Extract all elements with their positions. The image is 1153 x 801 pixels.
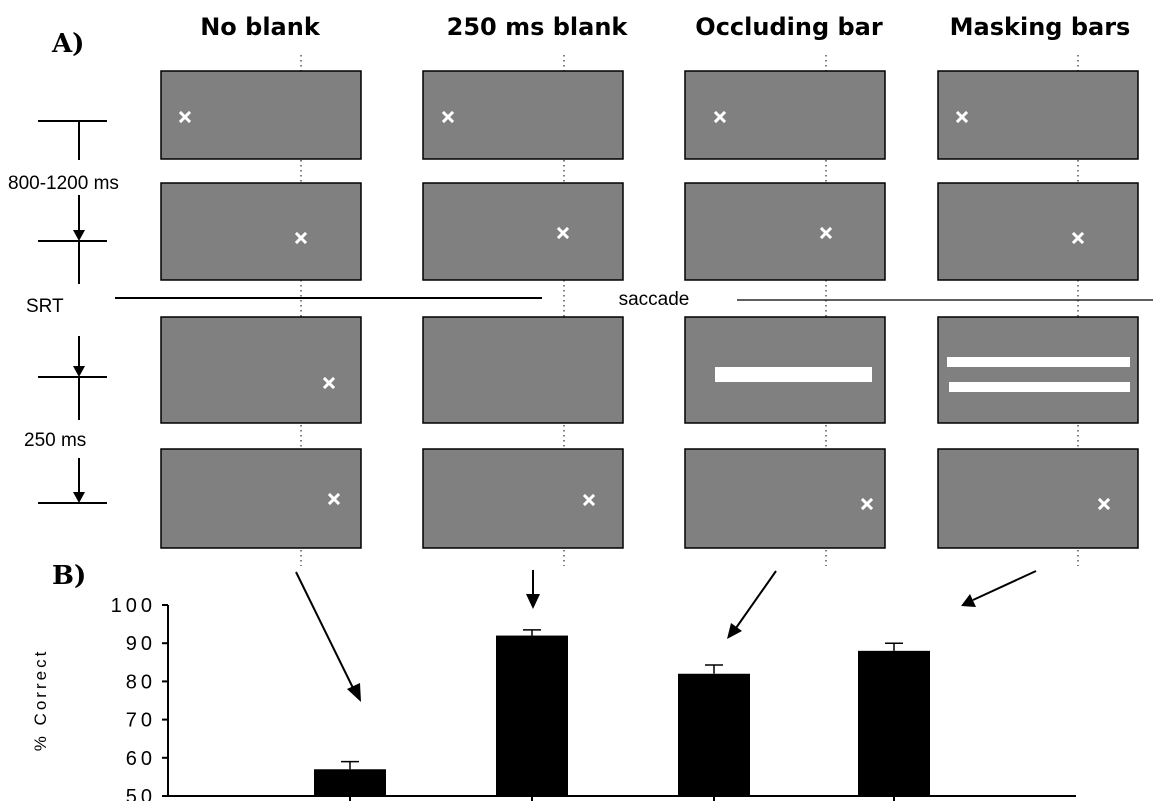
target-crosses [178,110,1111,511]
screen [160,316,362,424]
screen [937,182,1139,281]
screen [160,70,362,160]
target-cross-icon [294,231,308,245]
bar-occluding-bar [678,673,750,796]
y-tick-label: 50 [126,786,156,801]
arrow-icon [347,683,361,702]
screen [422,70,624,160]
target-cross-icon [713,110,727,124]
y-tick-label: 90 [126,633,156,655]
y-axis-label: % Correct [31,649,50,752]
arrow-icon [961,594,976,607]
column-header-no-blank: No blank [200,13,321,41]
screen [937,448,1139,549]
arrow-down-icon [73,366,85,377]
connector-arrow-line [295,571,355,691]
panel-a-label: A) [51,29,84,59]
bars [314,629,930,796]
target-cross-icon [327,492,341,506]
target-cross-icon [860,497,874,511]
screen [937,316,1139,424]
y-tick-label: 60 [126,748,156,770]
screen [160,448,362,549]
arrow-down-icon [73,492,85,503]
screen [422,448,624,549]
arrow-down-icon [526,594,540,609]
bar-masking-bars [858,650,930,796]
screen [684,182,886,281]
panel-b-label: B) [52,561,86,591]
screen [160,182,362,281]
interval-label-fixation: 800-1200 ms [8,173,119,194]
interval-label-post-saccade: 250 ms [24,430,86,451]
target-cross-icon [178,110,192,124]
target-cross-icon [819,226,833,240]
screen [937,70,1139,160]
masking-bar-bottom [949,382,1130,392]
target-cross-icon [1071,231,1085,245]
screen [422,182,624,281]
target-cross-icon [556,226,570,240]
connector-arrow-line [735,570,777,629]
arrow-icon [727,623,742,639]
target-cross-icon [955,110,969,124]
srt-label: SRT [26,296,64,317]
screen [684,448,886,549]
accuracy-bar-chart: % Correct 50 60 70 80 90 100 [31,595,1076,801]
y-tick-label: 100 [111,595,156,617]
y-ticks: 50 60 70 80 90 100 [111,595,168,801]
target-cross-icon [582,493,596,507]
stimulus-screens [160,70,1139,549]
bar-no-blank [314,769,386,796]
connector-arrow-line [972,570,1037,601]
y-tick-label: 80 [126,671,156,693]
column-header-masking-bars: Masking bars [950,13,1131,41]
screen [684,70,886,160]
column-header-occluding-bar: Occluding bar [695,13,883,41]
timeline [38,120,107,504]
x-ticks [349,796,895,801]
column-header-250ms-blank: 250 ms blank [447,13,629,41]
connector-arrows [295,570,1037,702]
bar-250-ms-blank [496,635,568,796]
screen [422,316,624,424]
masking-bar-top [947,357,1130,367]
target-cross-icon [1097,497,1111,511]
saccade-label: saccade [619,289,690,310]
target-cross-icon [322,376,336,390]
target-cross-icon [441,110,455,124]
y-tick-label: 70 [126,710,156,732]
arrow-down-icon [73,230,85,241]
occluding-bar [715,367,872,382]
